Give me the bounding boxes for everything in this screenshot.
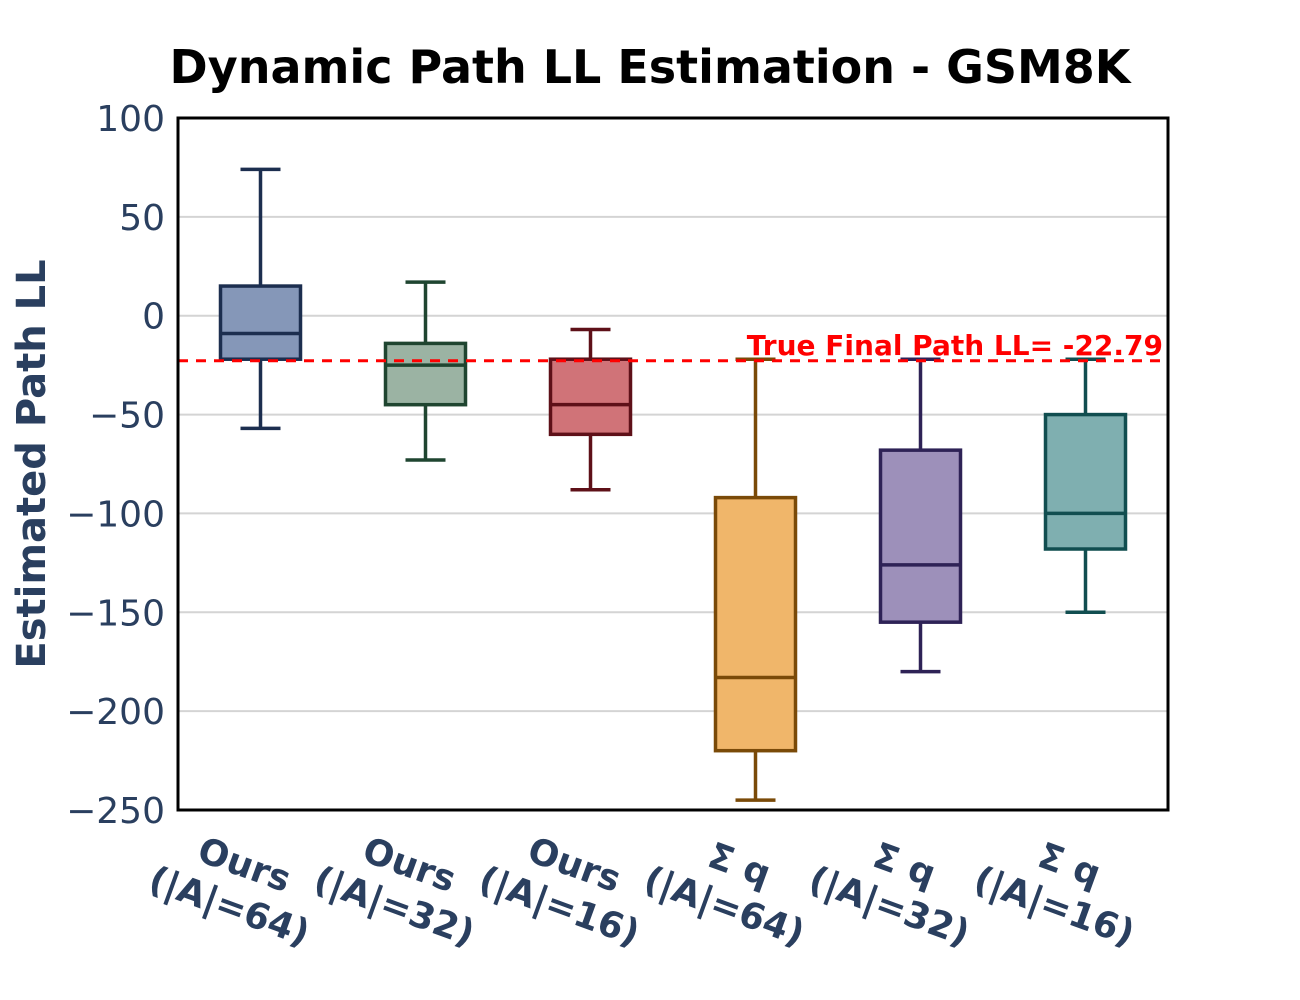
x-tick-label: Ours(|A|=64) [143, 818, 329, 955]
y-tick-label: 100 [96, 99, 165, 140]
y-tick-label: −250 [66, 791, 165, 832]
y-tick-label: 50 [119, 198, 165, 239]
x-tick-label: Ours(|A|=32) [308, 818, 494, 955]
y-tick-label: −50 [89, 396, 165, 437]
x-axis-ticks: Ours(|A|=64) Ours(|A|=32) Ours(|A|=16) Σ q(… [143, 818, 1154, 955]
x-tick-label: Ours(|A|=16) [473, 818, 659, 955]
x-tick-label: Σ q(|A|=64) [638, 818, 824, 955]
y-gridlines [178, 215, 1168, 713]
box-group [548, 327, 633, 492]
box-group [878, 357, 963, 674]
y-tick-label: −150 [66, 593, 165, 634]
plot-area-frame [176, 116, 1170, 812]
y-axis-ticks: 100 50 0 −50 −100 −150 −200 −250 [66, 99, 165, 832]
chart-title: Dynamic Path LL Estimation - GSM8K [170, 40, 1133, 94]
box-group [1043, 357, 1128, 615]
reference-line-group: True Final Path LL= -22.79 [178, 329, 1168, 363]
x-tick-label: Σ q(|A|=16) [968, 818, 1154, 955]
box-iqr [548, 357, 633, 437]
x-tick-label: Σ q(|A|=32) [803, 818, 989, 955]
box-iqr [878, 448, 963, 624]
true-final-path-ll-label: True Final Path LL= -22.79 [747, 329, 1163, 362]
box-group [218, 167, 303, 431]
box-group [713, 357, 798, 802]
y-tick-label: −200 [66, 692, 165, 733]
box-series [218, 167, 1128, 802]
box-iqr [383, 341, 468, 407]
y-tick-label: −100 [66, 494, 165, 535]
box-iqr [218, 284, 303, 361]
y-tick-label: 0 [142, 297, 165, 338]
box-iqr [1043, 412, 1128, 551]
box-group [383, 280, 468, 462]
box-iqr [713, 495, 798, 753]
y-axis-label: Estimated Path LL [9, 259, 55, 668]
